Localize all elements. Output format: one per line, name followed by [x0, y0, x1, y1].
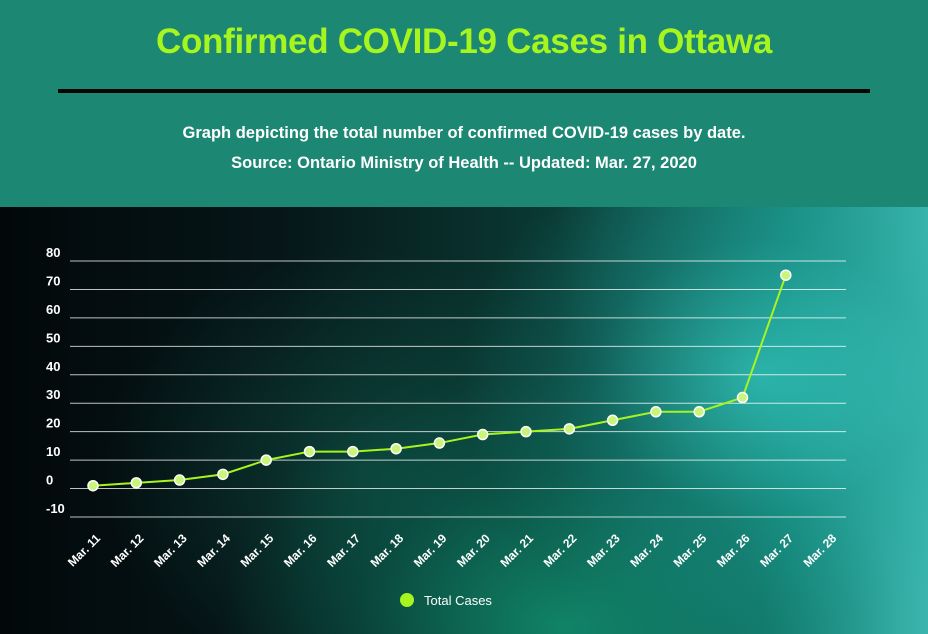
gridlines — [70, 260, 846, 518]
x-tick-label: Mar. 20 — [454, 531, 493, 570]
x-tick-label: Mar. 15 — [238, 531, 277, 570]
y-tick-label: 60 — [46, 302, 60, 317]
chart-area: -10 0 10 20 30 40 50 60 70 80 Mar. 11 Mar. 12 Mar. … — [0, 207, 928, 634]
x-tick-label: Mar. 11 — [65, 531, 103, 569]
x-tick-label: Mar. 18 — [368, 531, 407, 570]
y-tick-label: 0 — [46, 473, 53, 488]
data-point[interactable] — [303, 445, 316, 458]
y-tick-label: 50 — [46, 330, 60, 345]
y-tick-label: 20 — [46, 416, 60, 431]
x-tick-label: Mar. 17 — [324, 531, 363, 570]
data-point[interactable] — [736, 391, 749, 404]
y-tick-label: 10 — [46, 444, 60, 459]
data-point[interactable] — [780, 269, 792, 281]
y-tick-label: 40 — [46, 359, 60, 374]
chart-subtitle-description: Graph depicting the total number of conf… — [182, 124, 746, 142]
series-total-cases — [87, 269, 792, 492]
x-tick-label: Mar. 24 — [627, 531, 666, 570]
x-tick-label: Mar. 14 — [194, 531, 233, 570]
y-tick-label: 30 — [46, 387, 60, 402]
data-point[interactable] — [217, 468, 229, 481]
x-tick-label: Mar. 28 — [801, 531, 840, 570]
chart-subtitle-source: Source: Ontario Ministry of Health -- Up… — [231, 154, 697, 172]
x-axis-ticks: Mar. 11 Mar. 12 Mar. 13 Mar. 14 Mar. 15 Mar. … — [65, 531, 840, 570]
title-divider — [58, 89, 870, 93]
legend-marker[interactable] — [400, 593, 414, 607]
data-point[interactable] — [563, 423, 576, 435]
y-tick-label: -10 — [46, 501, 65, 516]
chart-title: Confirmed COVID-19 Cases in Ottawa — [155, 22, 773, 61]
x-tick-label: Mar. 27 — [757, 531, 796, 570]
x-tick-label: Mar. 25 — [671, 531, 710, 570]
x-tick-label: Mar. 22 — [541, 531, 580, 570]
data-point[interactable] — [693, 406, 705, 418]
data-point[interactable] — [173, 474, 186, 486]
data-point[interactable] — [260, 454, 272, 466]
x-tick-label: Mar. 13 — [151, 531, 190, 570]
legend-label[interactable]: Total Cases — [424, 593, 492, 608]
x-tick-label: Mar. 21 — [497, 531, 536, 570]
y-axis-ticks: -10 0 10 20 30 40 50 60 70 80 — [46, 245, 65, 516]
data-point[interactable] — [650, 406, 662, 418]
x-tick-label: Mar. 16 — [281, 531, 320, 570]
legend: Total Cases — [400, 593, 492, 608]
data-point[interactable] — [347, 445, 359, 458]
x-tick-label: Mar. 12 — [108, 531, 147, 570]
x-tick-label: Mar. 23 — [584, 531, 623, 570]
data-point[interactable] — [87, 479, 99, 492]
data-point[interactable] — [476, 428, 489, 441]
data-point[interactable] — [390, 442, 402, 455]
x-tick-label: Mar. 19 — [411, 531, 450, 570]
y-tick-label: 80 — [46, 245, 60, 260]
x-tick-label: Mar. 26 — [714, 531, 753, 570]
data-point[interactable] — [606, 414, 619, 427]
series-line — [92, 274, 787, 487]
data-point[interactable] — [520, 425, 532, 438]
data-point[interactable] — [130, 477, 143, 489]
data-point[interactable] — [433, 437, 446, 449]
y-tick-label: 70 — [46, 273, 60, 288]
header-banner: Confirmed COVID-19 Cases in Ottawa Graph… — [0, 0, 928, 207]
